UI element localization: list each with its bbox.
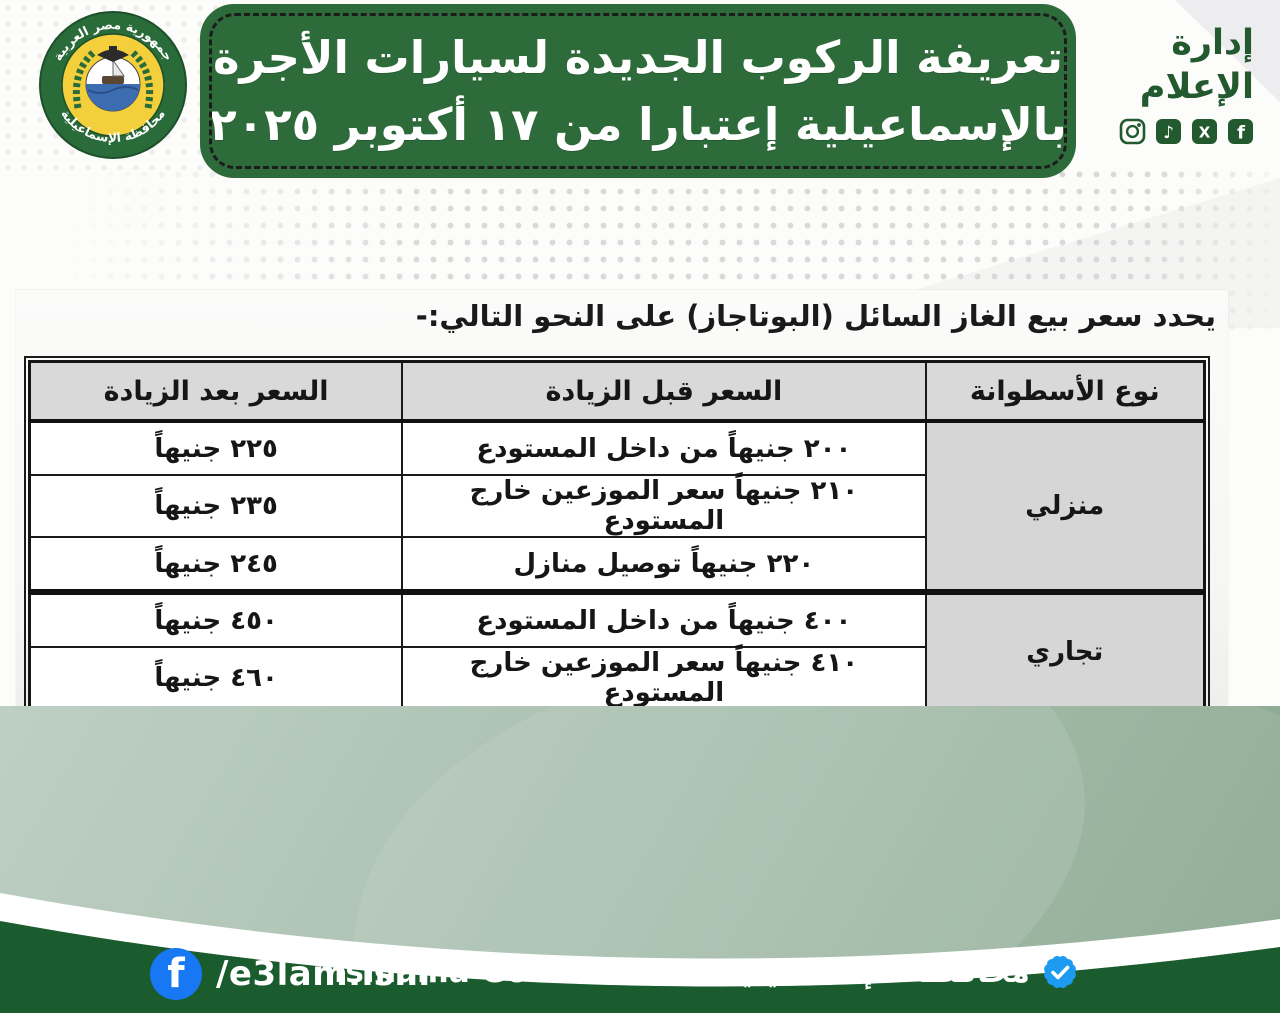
cell-before: ٤١٠ جنيهاً سعر الموزعين خارج المستودع <box>401 646 927 711</box>
cell-after: ٢٣٥ جنيهاً <box>28 474 404 538</box>
governorate-logo: جمهورية مصر العربية محافظة الإسماعيلية <box>39 11 187 159</box>
banner-title-line1: تعريفة الركوب الجديدة لسيارات الأجرة <box>212 30 1064 84</box>
table-row: ٢٢٠ جنيهاً توصيل منازل ٢٤٥ جنيهاً <box>28 536 1205 593</box>
cell-after: ٢٢٥ جنيهاً <box>28 420 404 476</box>
table-row: ٤١٠ جنيهاً سعر الموزعين خارج المستودع ٤٦… <box>28 646 1205 711</box>
governorate-name-english: Ismailia Governorate- <box>333 954 713 990</box>
x-icon: X <box>1192 118 1217 144</box>
facebook-handle-group: f /e3lam.ism <box>150 948 430 1000</box>
facebook-glyph: f <box>1237 122 1245 143</box>
facebook-icon: f <box>1228 118 1253 144</box>
cell-after: ٤٥٠ جنيهاً <box>28 589 404 648</box>
table-header-row: نوع الأسطوانة السعر قبل الزيادة السعر بع… <box>28 360 1206 423</box>
instagram-icon <box>1119 118 1146 144</box>
cell-after: ٤٦٠ جنيهاً <box>28 646 404 711</box>
facebook-circle-icon: f <box>150 948 202 1000</box>
social-icons-row: ♪ X f <box>1044 118 1254 145</box>
ship-sail <box>112 58 125 77</box>
cell-type-domestic: منزلي <box>924 420 1206 593</box>
header-cylinder-type: نوع الأسطوانة <box>924 360 1206 423</box>
title-banner: تعريفة الركوب الجديدة لسيارات الأجرة بال… <box>200 4 1076 178</box>
ship-hull <box>102 76 124 84</box>
tiktok-glyph: ♪ <box>1163 123 1174 143</box>
cell-type-commercial: تجاري <box>924 589 1206 711</box>
dept-line2: الإعلام <box>1139 66 1254 107</box>
gas-price-table: نوع الأسطوانة السعر قبل الزيادة السعر بع… <box>24 356 1210 715</box>
verified-badge-icon <box>1044 956 1076 988</box>
cell-before: ٤٠٠ جنيهاً من داخل المستودع <box>401 589 927 648</box>
table-row: منزلي ٢٠٠ جنيهاً من داخل المستودع ٢٢٥ جن… <box>28 420 1206 593</box>
cell-after: ٢٤٥ جنيهاً <box>28 536 404 593</box>
dept-line1: إدارة <box>1171 23 1254 63</box>
tiktok-icon: ♪ <box>1156 118 1181 144</box>
x-glyph: X <box>1199 123 1211 141</box>
header-price-after: السعر بعد الزيادة <box>28 360 404 423</box>
header-price-before: السعر قبل الزيادة <box>401 360 927 423</box>
footer-wave <box>0 893 1280 1013</box>
table-row: ٢١٠ جنيهاً سعر الموزعين خارج المستودع ٢٣… <box>28 474 1205 538</box>
governorate-name-group: محافظة الإسماعيلية Ismailia Governorate- <box>334 952 1080 992</box>
canal-water <box>86 84 140 111</box>
media-department-block: إدارة الإعلام ♪ X f <box>1044 22 1254 145</box>
facebook-handle: /e3lam.ism <box>216 954 431 994</box>
cell-before: ٢٢٠ جنيهاً توصيل منازل <box>401 536 927 593</box>
table-row: تجاري ٤٠٠ جنيهاً من داخل المستودع ٤٥٠ جن… <box>28 589 1206 711</box>
governorate-name-arabic: محافظة الإسماعيلية <box>722 954 1030 990</box>
cell-before: ٢١٠ جنيهاً سعر الموزعين خارج المستودع <box>401 474 927 538</box>
banner-title-line2: بالإسماعيلية إعتبارا من ١٧ أكتوبر ٢٠٢٥ <box>209 98 1067 151</box>
document-intro-line: يحدد سعر بيع الغاز السائل (البوتاجاز) عل… <box>415 299 1216 333</box>
cell-before: ٢٠٠ جنيهاً من داخل المستودع <box>401 420 927 476</box>
